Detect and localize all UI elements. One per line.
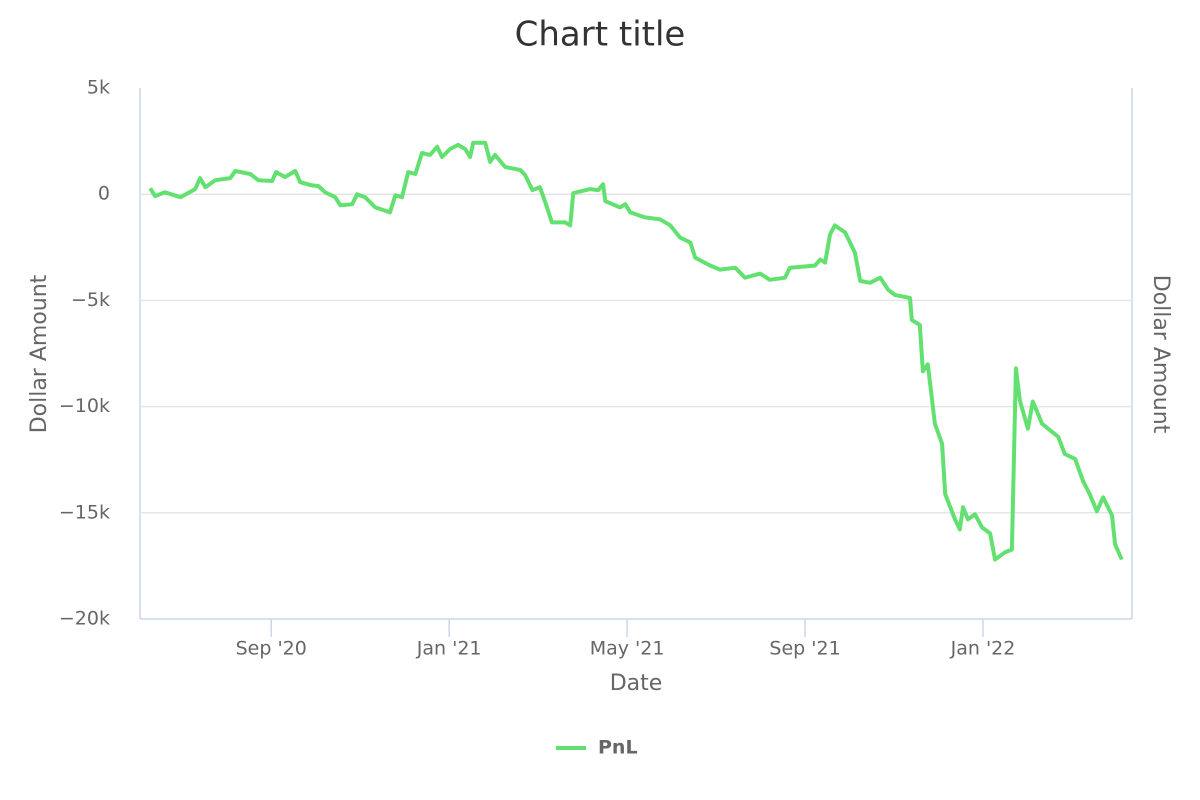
y-tick-label: −20k xyxy=(59,608,110,630)
x-tick-label: May '21 xyxy=(590,638,665,660)
y-axis-title: Dollar Amount xyxy=(27,274,52,433)
x-tick-label: Jan '21 xyxy=(416,638,482,660)
y-tick-label: 5k xyxy=(87,77,110,99)
y-tick-label: −15k xyxy=(59,501,110,523)
x-tick-label: Sep '20 xyxy=(236,638,307,660)
y-tick-label: 0 xyxy=(98,183,110,205)
chart-title: Chart title xyxy=(515,15,686,55)
y2-axis-title: Dollar Amount xyxy=(1148,275,1173,434)
x-axis-title: Date xyxy=(610,671,663,696)
x-tick-label: Sep '21 xyxy=(769,638,840,660)
series-line xyxy=(148,140,1124,562)
legend-label: PnL xyxy=(598,737,638,759)
x-tick-label: Jan '22 xyxy=(950,638,1016,660)
y-tick-label: −10k xyxy=(59,395,110,417)
y-tick-label: −5k xyxy=(71,289,110,311)
